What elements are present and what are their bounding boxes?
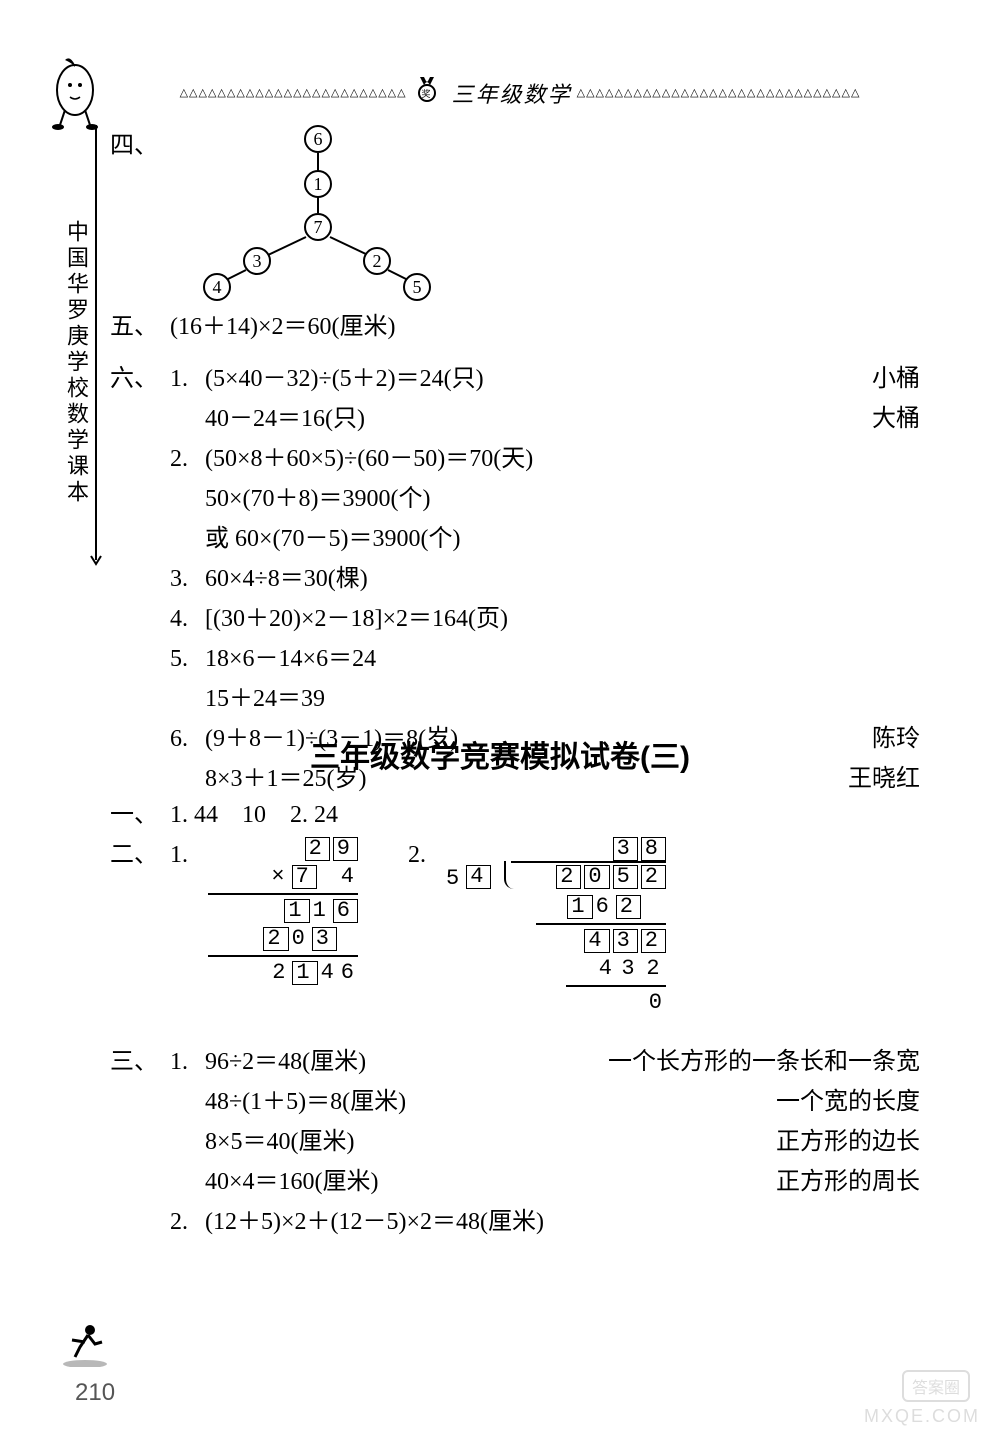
section-five-content: (16＋14)×2＝60(厘米)	[170, 307, 920, 347]
item-num: 4.	[170, 599, 205, 639]
section-four-label: 四、	[110, 125, 158, 160]
item-content: 96÷2＝48(厘米)	[205, 1042, 608, 1082]
item-right: 大桶	[840, 399, 920, 439]
arrow-down-icon	[89, 550, 103, 571]
header-line: △△△△△△△△△△△△△△△△△△△△△△△△ 奖 三年级数学 △△△△△△△…	[180, 75, 861, 110]
vertical-book-title: 中国华罗庚学校数学课本	[60, 220, 92, 506]
item-num: 2.	[170, 1202, 205, 1242]
item-content: 40－24＝16(只)	[205, 399, 840, 439]
watermark-badge: 答案圈	[902, 1370, 970, 1402]
sub-label-1: 1.	[170, 835, 188, 875]
medal-icon: 奖	[412, 75, 442, 110]
svg-text:奖: 奖	[421, 88, 432, 99]
item-content: [(30＋20)×2－18]×2＝164(页)	[205, 599, 920, 639]
item-content: 50×(70＋8)＝3900(个)	[205, 479, 920, 519]
item-content: 8×5＝40(厘米)	[205, 1122, 620, 1162]
division-work: 38 5 4 2 0 5 2 162 432 432 0	[446, 835, 666, 1017]
page-number: 210	[75, 1379, 115, 1407]
footer-runner-icon	[60, 1322, 110, 1372]
item-right: 一个宽的长度	[620, 1082, 920, 1122]
section-six-label: 六、	[110, 359, 170, 399]
section-label: 一、	[110, 795, 170, 835]
content-2: 一、 1. 44 10 2. 24 二、 1. 29 ×74 116 203 2…	[110, 795, 920, 1242]
item-right: 正方形的边长	[620, 1122, 920, 1162]
item-content: 60×4÷8＝30(棵)	[205, 559, 920, 599]
tree-node-3: 3	[243, 247, 271, 275]
item-right: 小桶	[840, 359, 920, 399]
part2-section3: 三、 1. 96÷2＝48(厘米) 一个长方形的一条长和一条宽 48÷(1＋5)…	[110, 1042, 920, 1242]
section-five-label: 五、	[110, 307, 170, 347]
tree-node-2: 2	[363, 247, 391, 275]
item-num: 1.	[170, 359, 205, 399]
watermark-url: MXQE.COM	[864, 1406, 980, 1427]
item-num: 5.	[170, 639, 205, 679]
section-four: 四、 6 1 7 3 2 4 5	[110, 125, 920, 295]
sub-label-2: 2.	[408, 835, 426, 875]
main-content: 四、 6 1 7 3 2 4 5 五、 (16＋14)×2＝60(厘米) 六、	[110, 125, 920, 799]
part2-section1: 一、 1. 44 10 2. 24	[110, 795, 920, 835]
item-content: 48÷(1＋5)＝8(厘米)	[205, 1082, 620, 1122]
tree-node-1: 1	[304, 170, 332, 198]
section-label: 三、	[110, 1042, 170, 1082]
item-num: 3.	[170, 559, 205, 599]
part2-section2: 二、 1. 29 ×74 116 203 2146 2. 38 5 4	[110, 835, 920, 1017]
page-header: △△△△△△△△△△△△△△△△△△△△△△△△ 奖 三年级数学 △△△△△△△…	[100, 75, 940, 110]
tree-diagram: 6 1 7 3 2 4 5	[188, 125, 428, 295]
item-num: 1.	[170, 1042, 205, 1082]
item-content: 40×4＝160(厘米)	[205, 1162, 620, 1202]
item-content: (50×8＋60×5)÷(60－50)＝70(天)	[205, 439, 920, 479]
item-content: 15＋24＝39	[205, 679, 920, 719]
section-content: 1. 44 10 2. 24	[170, 795, 920, 835]
section-label: 二、	[110, 835, 170, 875]
item-content: 或 60×(70－5)＝3900(个)	[205, 519, 920, 559]
item-content: (12＋5)×2＋(12－5)×2＝48(厘米)	[205, 1202, 920, 1242]
item-right: 一个长方形的一条长和一条宽	[608, 1042, 920, 1082]
vertical-divider	[95, 125, 97, 555]
item-content: 18×6－14×6＝24	[205, 639, 920, 679]
item-num: 2.	[170, 439, 205, 479]
section-title-2: 三年级数学竞赛模拟试卷(三)	[0, 732, 1000, 776]
section-five: 五、 (16＋14)×2＝60(厘米)	[110, 307, 920, 347]
tree-node-5: 5	[403, 273, 431, 301]
item-right: 正方形的周长	[620, 1162, 920, 1202]
tree-node-6: 6	[304, 125, 332, 153]
triangles-right: △△△△△△△△△△△△△△△△△△△△△△△△△△△△△△	[577, 86, 861, 99]
triangles-left: △△△△△△△△△△△△△△△△△△△△△△△△	[180, 86, 407, 99]
multiplication-work: 29 ×74 116 203 2146	[208, 835, 358, 987]
item-content: (5×40－32)÷(5＋2)＝24(只)	[205, 359, 840, 399]
mascot-icon	[50, 55, 105, 135]
tree-node-7: 7	[304, 213, 332, 241]
tree-node-4: 4	[203, 273, 231, 301]
header-title: 三年级数学	[452, 77, 572, 109]
